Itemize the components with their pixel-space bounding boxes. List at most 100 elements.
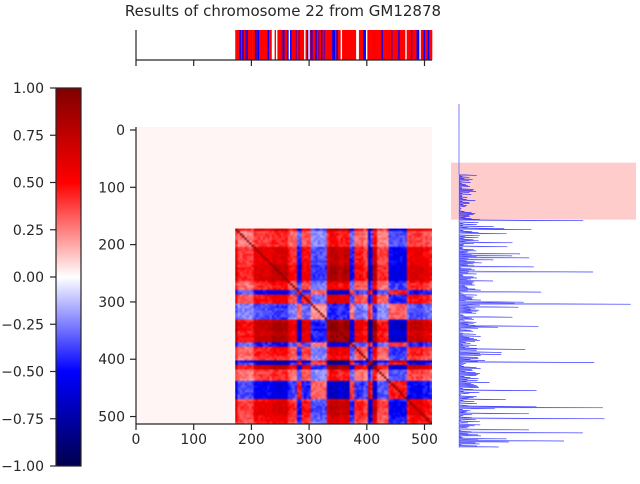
strip-bar — [242, 30, 244, 60]
y-tick-label: 100 — [98, 180, 125, 196]
strip-bar — [281, 30, 284, 60]
strip-bar — [283, 30, 285, 60]
strip-bar — [412, 30, 415, 60]
strip-bar — [405, 30, 408, 60]
strip-bar — [319, 30, 322, 60]
x-tick-label: 100 — [180, 432, 207, 448]
strip-bar — [419, 30, 422, 60]
strip-bar — [266, 30, 268, 60]
strip-bar — [382, 30, 385, 60]
strip-bar — [295, 30, 298, 60]
strip-bar — [401, 30, 403, 60]
colorbar-tick-label: 1.00 — [13, 81, 44, 97]
strip-bar — [430, 30, 433, 60]
strip-bar — [420, 30, 423, 60]
strip-bar — [280, 30, 282, 60]
heatmap-cells — [235, 228, 432, 424]
strip-bar — [239, 30, 242, 60]
strip-bar — [316, 30, 319, 60]
strip-bar — [302, 30, 305, 60]
strip-bar — [308, 30, 311, 60]
strip-bar — [256, 30, 259, 60]
strip-bar — [246, 30, 249, 60]
colorbar-gradient — [55, 87, 82, 467]
strip-bar — [408, 30, 410, 60]
strip-bar — [392, 30, 395, 60]
colorbar-tick-label: 0.75 — [13, 128, 44, 144]
strip-bar — [365, 30, 368, 60]
strip-bar — [343, 30, 346, 60]
strip-bar — [273, 30, 275, 60]
strip-bar — [380, 30, 382, 60]
strip-bar — [328, 30, 330, 60]
strip-bar — [325, 30, 327, 60]
strip-bar — [264, 30, 267, 60]
strip-bar — [349, 30, 351, 60]
x-tick-label: 500 — [411, 432, 438, 448]
x-tick-label: 400 — [353, 432, 380, 448]
strip-bar — [416, 30, 419, 60]
strip-bar — [381, 30, 384, 60]
strip-bar — [351, 30, 354, 60]
strip-bar — [245, 30, 247, 60]
strip-bar — [238, 30, 240, 60]
strip-bar — [353, 30, 356, 60]
strip-bar — [304, 30, 306, 60]
y-tick-label: 200 — [98, 238, 125, 254]
colorbar-tick-label: −0.75 — [1, 412, 44, 428]
strip-bar — [309, 30, 312, 60]
strip-bar — [236, 30, 239, 60]
strip-bar — [357, 30, 360, 60]
strip-bar — [378, 30, 381, 60]
strip-bar — [271, 30, 274, 60]
strip-bar — [267, 30, 270, 60]
strip-bar — [429, 30, 431, 60]
strip-bar — [361, 30, 364, 60]
strip-bar — [356, 30, 358, 60]
strip-bar — [268, 30, 271, 60]
strip-bar — [278, 30, 281, 60]
strip-bar — [333, 30, 336, 60]
strip-bar — [335, 30, 337, 60]
strip-bar — [344, 30, 347, 60]
strip-bar — [403, 30, 406, 60]
strip-bar — [306, 30, 309, 60]
strip-bar — [305, 30, 308, 60]
strip-bar — [387, 30, 389, 60]
strip-bar — [285, 30, 288, 60]
strip-bar — [329, 30, 332, 60]
y-tick-label: 400 — [98, 352, 125, 368]
strip-bar — [410, 30, 413, 60]
strip-bar — [342, 30, 344, 60]
strip-bar — [259, 30, 261, 60]
strip-bar — [249, 30, 252, 60]
side-profile-panel — [451, 104, 636, 448]
strip-bar — [427, 30, 430, 60]
strip-bar — [312, 30, 315, 60]
strip-bar — [374, 30, 377, 60]
strip-bar — [261, 30, 264, 60]
colorbar-tick-label: 0.25 — [13, 223, 44, 239]
y-tick-label: 500 — [98, 410, 125, 426]
correlation-heatmap: 0 100 200 300 400 500 0 100 200 300 400 500 — [98, 123, 438, 448]
strip-bar — [318, 30, 320, 60]
strip-bar — [250, 30, 253, 60]
strip-bar — [274, 30, 277, 60]
strip-bar — [322, 30, 325, 60]
strip-bar — [358, 30, 361, 60]
strip-bar — [350, 30, 353, 60]
x-tick-label: 200 — [238, 432, 265, 448]
x-tick-label: 0 — [132, 432, 141, 448]
strip-bar — [290, 30, 292, 60]
strip-bar — [254, 30, 257, 60]
strip-bar — [311, 30, 313, 60]
strip-bar — [301, 30, 304, 60]
strip-bar — [292, 30, 295, 60]
strip-bar — [339, 30, 341, 60]
strip-bar — [398, 30, 400, 60]
strip-bar — [337, 30, 340, 60]
strip-bar — [252, 30, 254, 60]
chart-title: Results of chromosome 22 from GM12878 — [125, 2, 441, 20]
side-profile-line — [458, 104, 631, 448]
strip-bar — [370, 30, 372, 60]
